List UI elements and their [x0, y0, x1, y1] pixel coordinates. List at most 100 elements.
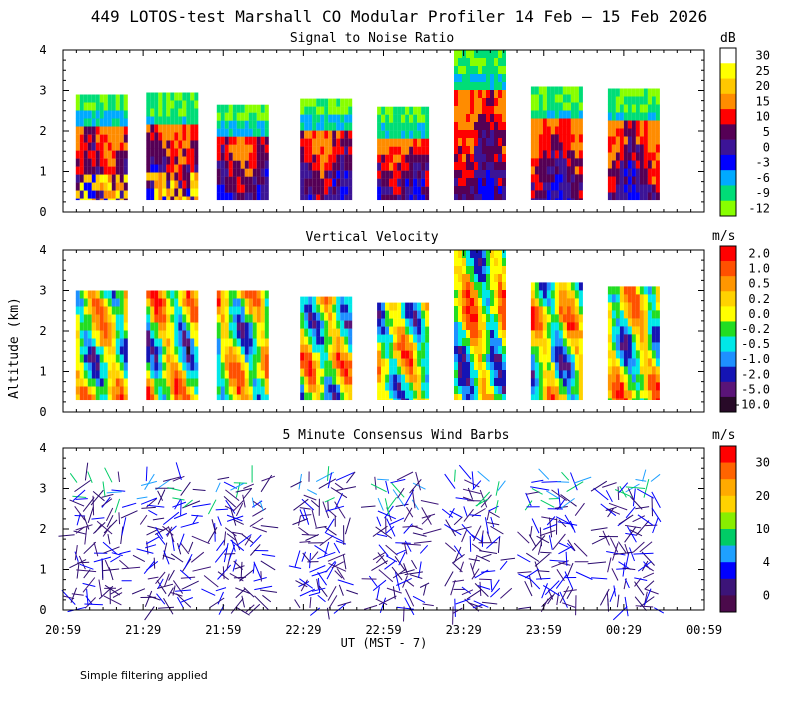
data-cell — [628, 161, 632, 169]
data-cell — [462, 90, 466, 98]
data-cell — [178, 117, 182, 125]
data-cell — [551, 190, 555, 198]
data-cell — [608, 390, 612, 398]
data-cell — [120, 95, 124, 103]
data-cell — [344, 385, 348, 393]
data-cell — [454, 250, 458, 258]
data-cell — [257, 121, 261, 129]
wind-barb — [445, 543, 455, 552]
data-cell — [539, 158, 543, 166]
data-cell — [112, 395, 116, 401]
data-cell — [190, 395, 194, 401]
data-cell — [340, 131, 344, 139]
data-cell — [494, 306, 498, 314]
data-cell — [229, 371, 233, 379]
data-cell — [498, 394, 502, 400]
data-cell — [486, 90, 490, 98]
data-cell — [421, 147, 425, 155]
data-cell — [628, 145, 632, 153]
data-cell — [257, 129, 261, 137]
data-cell — [320, 353, 324, 361]
data-cell — [194, 93, 198, 101]
data-cell — [409, 343, 413, 351]
data-cell — [636, 121, 640, 129]
data-cell — [474, 114, 478, 122]
colorbar-label: -6 — [756, 171, 770, 185]
data-cell — [640, 161, 644, 169]
wind-barb — [312, 510, 316, 528]
wind-barb — [591, 578, 607, 579]
wind-barb — [540, 552, 551, 553]
wind-barb — [140, 515, 147, 524]
data-cell — [150, 315, 154, 323]
data-cell — [551, 306, 555, 314]
data-cell — [462, 290, 466, 298]
data-cell — [486, 82, 490, 90]
data-cell — [567, 394, 571, 400]
data-cell — [324, 123, 328, 131]
data-cell — [482, 154, 486, 162]
data-cell — [466, 362, 470, 370]
wind-barb — [560, 592, 568, 608]
data-cell — [466, 98, 470, 106]
data-cell — [571, 306, 575, 314]
data-cell — [162, 371, 166, 379]
data-cell — [470, 362, 474, 370]
data-cell — [656, 302, 660, 310]
data-cell — [120, 151, 124, 159]
data-cell — [474, 282, 478, 290]
data-cell — [112, 315, 116, 323]
data-cell — [174, 371, 178, 379]
data-cell — [401, 187, 405, 195]
data-cell — [470, 178, 474, 186]
data-cell — [112, 95, 116, 103]
data-cell — [466, 50, 470, 58]
data-cell — [336, 107, 340, 115]
data-cell — [241, 169, 245, 177]
data-cell — [88, 199, 92, 201]
data-cell — [551, 354, 555, 362]
data-cell — [454, 194, 458, 200]
wind-barb — [181, 500, 182, 515]
data-cell — [656, 105, 660, 113]
data-cell — [494, 178, 498, 186]
data-cell — [535, 282, 539, 290]
data-cell — [328, 329, 332, 337]
data-cell — [559, 150, 563, 158]
data-cell — [389, 107, 393, 115]
data-cell — [474, 170, 478, 178]
data-cell — [124, 167, 128, 175]
data-cell — [551, 362, 555, 370]
data-segment — [217, 291, 269, 401]
data-cell — [474, 338, 478, 346]
wind-barb — [414, 541, 432, 543]
data-cell — [237, 121, 241, 129]
data-cell — [656, 97, 660, 105]
data-cell — [498, 298, 502, 306]
data-cell — [225, 307, 229, 315]
data-cell — [575, 182, 579, 190]
data-cell — [656, 89, 660, 97]
data-cell — [229, 121, 233, 129]
wind-barb — [550, 560, 567, 561]
data-cell — [76, 339, 80, 347]
data-cell — [632, 334, 636, 342]
data-cell — [96, 127, 100, 135]
data-cell — [304, 353, 308, 361]
data-cell — [640, 145, 644, 153]
data-cell — [174, 331, 178, 339]
data-cell — [186, 363, 190, 371]
data-cell — [624, 105, 628, 113]
data-cell — [458, 370, 462, 378]
data-cell — [96, 95, 100, 103]
data-cell — [116, 175, 120, 183]
data-cell — [652, 302, 656, 310]
data-cell — [620, 398, 624, 400]
data-cell — [632, 193, 636, 201]
wind-barb — [148, 510, 157, 515]
data-cell — [486, 258, 490, 266]
data-cell — [300, 321, 304, 329]
y-tick-label: 4 — [39, 43, 46, 57]
